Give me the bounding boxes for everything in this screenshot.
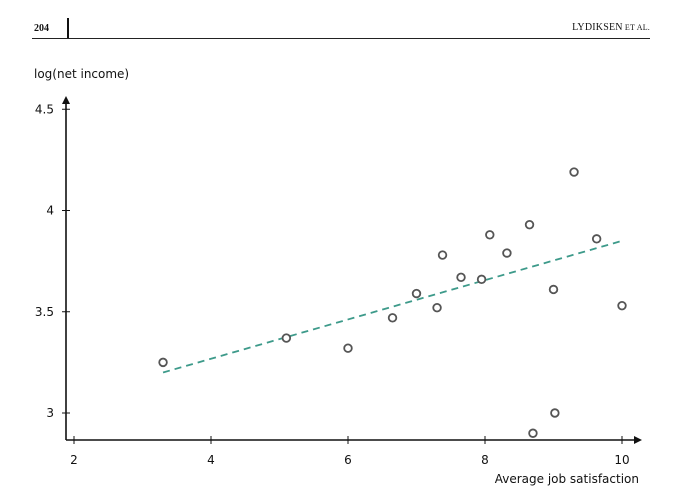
header-divider [67, 18, 69, 38]
page-header: 204 LYDIKSEN ET AL. [32, 16, 650, 39]
data-point [456, 272, 466, 283]
data-point [387, 313, 398, 323]
x-tick-label: 8 [481, 453, 489, 467]
y-tick-label: 4 [46, 204, 54, 218]
data-points-layer [158, 167, 627, 438]
running-head-etal: ET AL. [622, 23, 650, 32]
data-point [550, 408, 560, 418]
x-tick-label: 4 [207, 453, 215, 467]
y-tick-label: 4.5 [35, 102, 54, 116]
chart-axes [62, 96, 642, 444]
axis-labels-layer: 2 4 6 8 10 3 3.5 4 4.5 Average job satisfaction lo… [34, 67, 639, 486]
y-tick-label: 3 [46, 406, 54, 420]
x-tick-label: 2 [70, 453, 78, 467]
data-point [548, 284, 559, 295]
data-point [502, 248, 512, 258]
running-head: LYDIKSEN ET AL. [572, 22, 650, 33]
data-point [591, 234, 602, 244]
x-tick-label: 6 [344, 453, 352, 467]
data-point [524, 219, 535, 230]
data-point [281, 333, 292, 343]
data-point [432, 303, 442, 313]
data-point [476, 274, 487, 285]
data-point [158, 357, 168, 368]
data-point [617, 300, 627, 311]
y-tick-label: 3.5 [35, 305, 54, 319]
running-head-author: LYDIKSEN [572, 22, 623, 33]
data-point [343, 343, 353, 353]
y-axis-label: log(net income) [34, 67, 129, 81]
x-tick-label: 10 [614, 453, 629, 467]
trend-line [162, 240, 623, 374]
x-axis-label: Average job satisfaction [495, 472, 639, 486]
data-point [411, 288, 422, 299]
data-point [569, 167, 579, 177]
trend-line-layer [162, 240, 623, 374]
page-number: 204 [34, 23, 49, 34]
data-point [485, 230, 495, 240]
data-point [437, 250, 448, 260]
data-point [528, 428, 538, 438]
